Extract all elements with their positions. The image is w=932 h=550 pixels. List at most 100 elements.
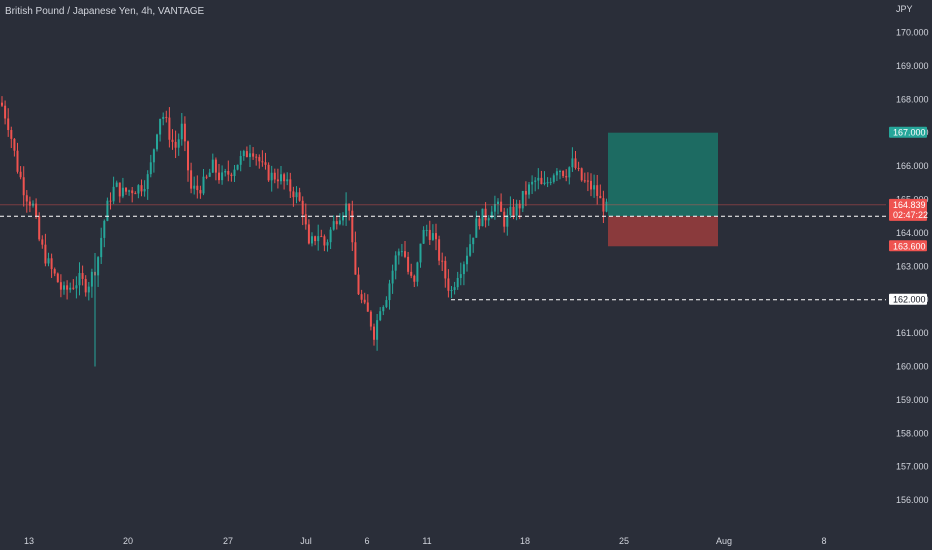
- position-zones[interactable]: [608, 132, 718, 247]
- candle-body: [549, 181, 552, 183]
- candle-body: [301, 200, 304, 215]
- candle-body: [13, 138, 16, 151]
- candle-body: [540, 177, 543, 185]
- target-price-label: 167.000: [893, 128, 926, 138]
- candle-body: [329, 229, 332, 243]
- candle-body: [416, 262, 419, 282]
- candle-body: [97, 257, 100, 276]
- candle-body: [552, 175, 555, 182]
- candle-body: [25, 195, 28, 202]
- candle-body: [335, 221, 338, 225]
- target-zone[interactable]: [608, 132, 718, 217]
- candle-body: [211, 159, 214, 173]
- x-tick-label: 13: [24, 536, 34, 546]
- countdown-label: 02:47:22: [893, 210, 928, 220]
- candle-body: [143, 189, 146, 192]
- candle-body: [298, 192, 301, 201]
- candle-body: [413, 275, 416, 282]
- candle-body: [190, 170, 193, 189]
- y-tick-label: 169.000: [896, 61, 929, 71]
- candle-body: [152, 149, 155, 163]
- candle-body: [391, 270, 394, 284]
- candle-body: [63, 285, 65, 290]
- candle-body: [156, 134, 158, 150]
- candle-body: [214, 159, 217, 173]
- candle-body: [261, 161, 264, 163]
- x-tick-label: 11: [422, 536, 431, 546]
- candle-body: [326, 242, 329, 246]
- candle-body: [577, 167, 580, 169]
- candle-body: [258, 157, 261, 162]
- candle-body: [562, 171, 565, 177]
- candle-body: [69, 287, 72, 290]
- candle-body: [72, 287, 75, 289]
- candle-body: [19, 171, 22, 178]
- candles-layer: [1, 96, 608, 367]
- x-tick-label: 6: [364, 536, 369, 546]
- candle-body: [177, 139, 180, 148]
- y-tick-label: 168.000: [896, 94, 929, 104]
- y-axis[interactable]: 156.000 157.000 158.000 159.000 160.000 161.0…: [896, 28, 929, 506]
- candle-body: [205, 176, 208, 178]
- candle-body: [10, 130, 13, 139]
- price-lines: [0, 204, 886, 301]
- candle-body: [590, 180, 592, 190]
- candle-body: [183, 123, 186, 142]
- candle-body: [323, 236, 326, 246]
- candle-body: [459, 274, 462, 278]
- candle-body: [255, 156, 258, 158]
- candle-body: [159, 118, 162, 135]
- target-price-label-bg: [889, 126, 927, 138]
- candle-body: [450, 289, 453, 291]
- x-axis[interactable]: 13 20 27 Jul 6 11 18 25 Aug 8: [24, 536, 827, 546]
- candle-body: [81, 273, 84, 279]
- candle-body: [267, 164, 270, 181]
- y-tick-label: 159.000: [896, 395, 929, 405]
- candle-body: [481, 208, 484, 227]
- candle-body: [571, 158, 574, 168]
- current-price-label: 164.839: [893, 200, 926, 210]
- candle-body: [382, 306, 385, 312]
- candle-body: [137, 185, 140, 194]
- candle-body: [227, 170, 230, 175]
- candle-body: [397, 251, 400, 256]
- candle-body: [431, 233, 434, 240]
- candle-body: [118, 182, 121, 197]
- x-tick-label: 8: [821, 536, 826, 546]
- candle-body: [583, 180, 586, 182]
- candle-body: [314, 236, 317, 242]
- candle-body: [66, 285, 69, 290]
- candle-body: [497, 201, 499, 204]
- candle-body: [174, 141, 177, 148]
- candle-body: [490, 211, 493, 219]
- candle-body: [187, 141, 189, 171]
- y-tick-label: 156.000: [896, 495, 929, 505]
- candle-body: [428, 229, 431, 240]
- candle-body: [441, 260, 444, 262]
- stop-zone[interactable]: [608, 216, 718, 247]
- candle-body: [264, 162, 267, 165]
- candle-body: [103, 220, 106, 238]
- candle-body: [354, 242, 357, 275]
- candle-body: [41, 239, 44, 245]
- x-tick-label: 27: [223, 536, 233, 546]
- candle-body: [239, 156, 242, 165]
- candle-body: [106, 200, 109, 221]
- candle-body: [586, 180, 589, 182]
- candle-body: [128, 190, 131, 192]
- candle-body: [218, 172, 220, 181]
- candle-body: [521, 190, 524, 209]
- candle-body: [50, 258, 53, 270]
- candle-body: [524, 190, 527, 195]
- candle-body: [342, 215, 344, 221]
- candle-body: [53, 269, 56, 274]
- candle-body: [404, 251, 406, 257]
- stop-price-label: 163.600: [893, 241, 926, 251]
- candle-body: [202, 176, 205, 194]
- level-price-label-bg: [889, 293, 927, 305]
- candle-body: [249, 153, 251, 158]
- candle-body: [280, 174, 282, 182]
- candle-body: [512, 206, 515, 216]
- candle-body: [292, 191, 295, 198]
